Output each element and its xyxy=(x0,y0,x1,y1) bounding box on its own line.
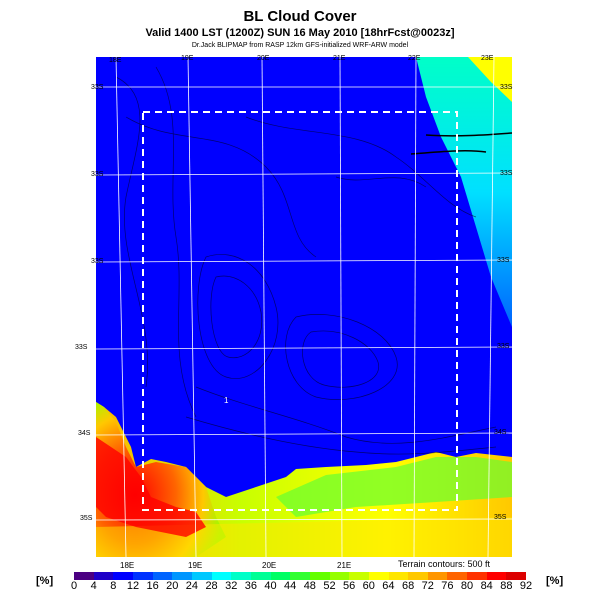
colorbar-unit-right: [%] xyxy=(546,575,564,587)
terrain-contour-note: Terrain contours: 500 ft xyxy=(398,559,491,569)
lon-label-bottom: 18E xyxy=(120,561,135,570)
colorbar-segment xyxy=(191,572,212,580)
colorbar-tick-label: 80 xyxy=(460,580,474,592)
colorbar-tick-label: 40 xyxy=(264,580,277,592)
northeast-cloud-area xyxy=(416,57,512,327)
colorbar-tick-label: 0 xyxy=(70,580,78,592)
point-label: 1 xyxy=(224,396,229,405)
colorbar-segment xyxy=(93,572,114,580)
colorbar-tick-label: 48 xyxy=(303,580,316,592)
lon-label-top: 22E xyxy=(408,55,421,62)
colorbar-tick-label: 20 xyxy=(166,580,179,592)
colorbar-segment xyxy=(74,572,94,580)
lon-label-top: 18E xyxy=(109,57,122,64)
colorbar-tick-label: 60 xyxy=(362,580,375,592)
colorbar-segment xyxy=(309,572,330,580)
south-red-core xyxy=(96,437,206,537)
colorbar-segment xyxy=(231,572,251,580)
colorbar-tick-label: 68 xyxy=(401,580,415,592)
colorbar-tick-label: 44 xyxy=(284,580,297,592)
colorbar-segment xyxy=(152,572,173,580)
colorbar-segment xyxy=(506,572,527,580)
colorbar-segment xyxy=(290,572,310,580)
lon-label-bottom: 21E xyxy=(337,561,352,570)
lat-label-right: 35S xyxy=(494,514,507,521)
coastline-north xyxy=(410,149,487,155)
lat-label-right: 33S xyxy=(500,84,513,91)
map-title: BL Cloud Cover xyxy=(243,8,357,25)
colorbar-tick-label: 88 xyxy=(500,580,513,592)
colorbar-segment xyxy=(486,572,507,580)
colorbar-segment xyxy=(329,572,350,580)
lon-label-bottom: 19E xyxy=(188,561,203,570)
colorbar-tick-label: 12 xyxy=(126,580,140,592)
colorbar-segment xyxy=(467,572,487,580)
colorbar-tick-label: 4 xyxy=(90,580,97,592)
map-credit: Dr.Jack BLIPMAP from RASP 12km GFS-initi… xyxy=(191,42,409,49)
lon-label-top: 19E xyxy=(181,55,194,62)
colorbar-tick-label: 72 xyxy=(421,580,434,592)
colorbar-tick-label: 36 xyxy=(244,580,257,592)
terrain-contours xyxy=(115,66,497,455)
subdomain-boundary xyxy=(142,111,458,511)
colorbar-tick-label: 28 xyxy=(205,580,218,592)
colorbar-segment xyxy=(113,572,133,580)
colorbar-segment xyxy=(427,572,448,580)
colorbar-tick-label: 24 xyxy=(185,580,199,592)
colorbar-tick-label: 84 xyxy=(480,580,493,592)
colorbar-segment xyxy=(447,572,468,580)
lat-label-left: 33S xyxy=(91,171,104,178)
colorbar-segment xyxy=(408,572,428,580)
colorbar-segment xyxy=(349,572,369,580)
colorbar-segment xyxy=(132,572,153,580)
lat-label-left: 33S xyxy=(91,258,104,265)
cloud-cover-map: 1 xyxy=(96,57,512,557)
lon-label-top: 23E xyxy=(481,55,494,62)
lat-label-right: 33S xyxy=(497,257,510,264)
colorbar-segment xyxy=(368,572,389,580)
colorbar-tick-label: 16 xyxy=(146,580,159,592)
colorbar-tick-label: 64 xyxy=(382,580,395,592)
map-subtitle: Valid 1400 LST (1200Z) SUN 16 May 2010 [… xyxy=(145,27,455,39)
lat-label-right: 33S xyxy=(500,170,513,177)
colorbar-segment xyxy=(270,572,291,580)
lat-label-left: 33S xyxy=(75,344,88,351)
colorbar-tick-label: 76 xyxy=(441,580,454,592)
coastline xyxy=(425,132,512,137)
colorbar-tick-label: 52 xyxy=(323,580,336,592)
lat-label-right: 33S xyxy=(497,343,510,350)
south-green-band xyxy=(276,457,512,517)
lat-label-right: 34S xyxy=(494,429,507,436)
northeast-yellow-corner xyxy=(468,57,512,102)
colorbar-tick-label: 32 xyxy=(225,580,238,592)
lon-label-top: 21E xyxy=(333,55,346,62)
lat-label-left: 35S xyxy=(80,515,93,522)
lat-label-left: 34S xyxy=(78,430,91,437)
latlon-grid xyxy=(96,57,512,557)
lon-label-top: 20E xyxy=(257,55,270,62)
colorbar-unit-left: [%] xyxy=(36,575,54,587)
colorbar-tick-label: 56 xyxy=(343,580,356,592)
colorbar-tick-label: 92 xyxy=(519,580,533,592)
colorbar-segment xyxy=(211,572,232,580)
colorbar-tick-label: 8 xyxy=(110,580,117,592)
colorbar xyxy=(74,572,527,580)
colorbar-segment xyxy=(250,572,271,580)
colorbar-segment xyxy=(172,572,192,580)
lon-label-bottom: 20E xyxy=(262,561,277,570)
lat-label-left: 33S xyxy=(91,84,104,91)
colorbar-segment xyxy=(388,572,409,580)
